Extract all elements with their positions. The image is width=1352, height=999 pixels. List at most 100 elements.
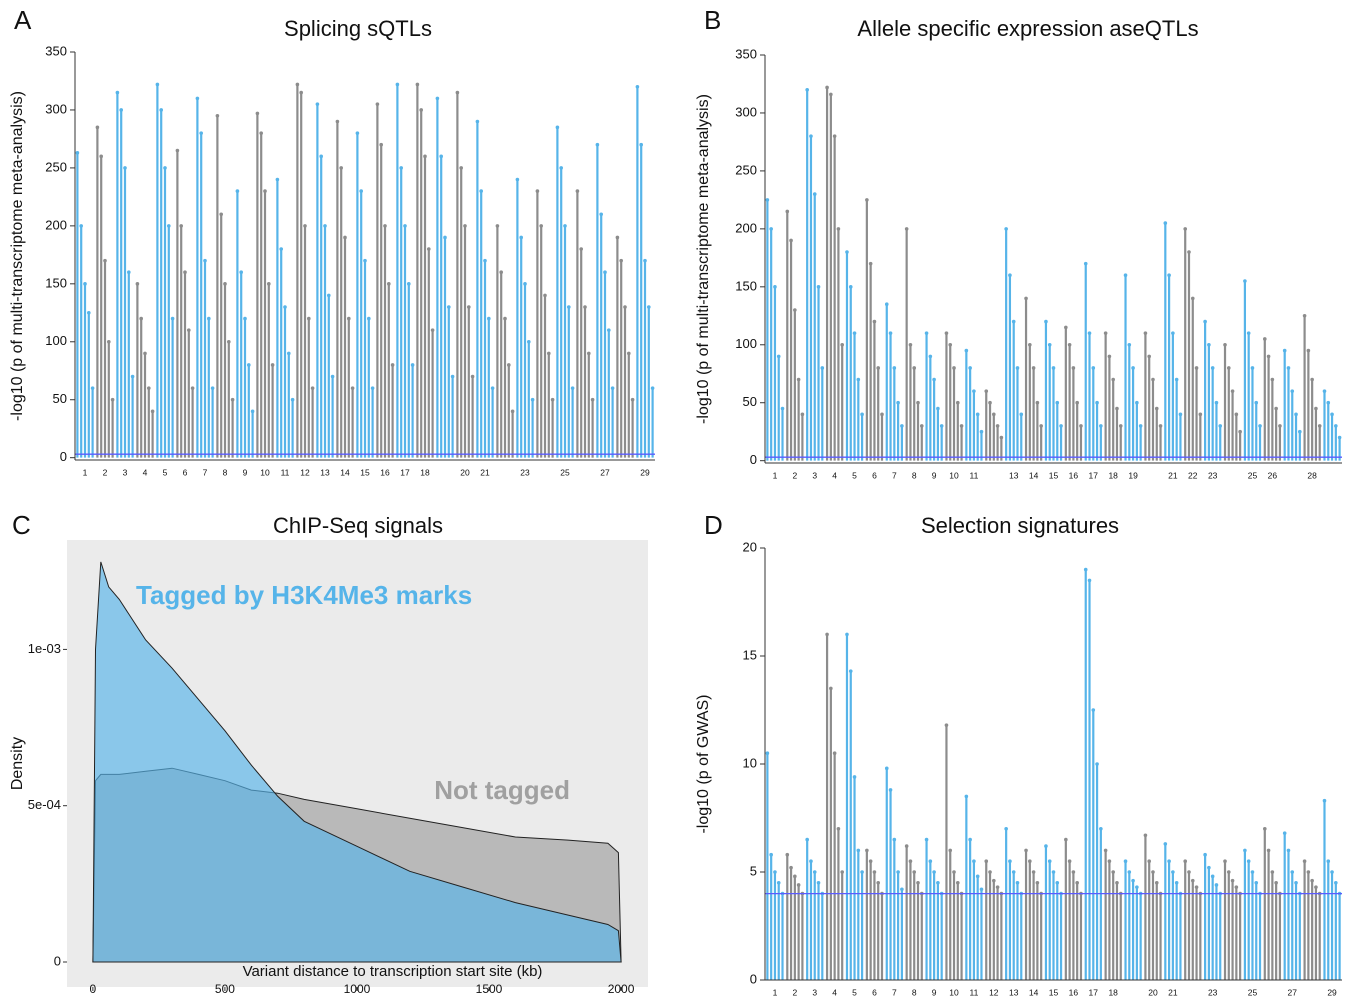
chromosome-label: 11 [969, 987, 978, 997]
snp-point [1015, 881, 1020, 885]
snp-column [1167, 859, 1171, 980]
chromosome-label: 17 [1089, 470, 1099, 480]
snp-column [1143, 331, 1148, 461]
snp-column [147, 386, 151, 458]
snp-point [912, 870, 917, 874]
snp-point [267, 282, 271, 286]
y-tick-label: 0 [750, 452, 757, 467]
snp-column [179, 224, 183, 458]
snp-point [595, 142, 600, 147]
snp-point [939, 424, 944, 428]
snp-column [1223, 342, 1227, 461]
snp-column [199, 131, 203, 458]
snp-point [1322, 798, 1327, 803]
snp-column [439, 154, 444, 458]
snp-point [150, 409, 155, 414]
snp-point [904, 844, 909, 848]
chromosome-label: 14 [1029, 470, 1039, 480]
snp-column [239, 270, 243, 458]
snp-point [459, 166, 464, 170]
snp-point [1127, 342, 1132, 347]
snp-column [627, 351, 631, 458]
snp-column [1207, 342, 1211, 461]
snp-point [968, 366, 972, 370]
snp-point [290, 397, 295, 402]
chromosome-label: 17 [400, 467, 410, 477]
y-tick-label: 350 [735, 46, 757, 61]
series-label: Tagged by H3K4Me3 marks [136, 580, 472, 610]
snp-point [387, 282, 391, 286]
snp-column [776, 881, 781, 980]
snp-column [1286, 366, 1291, 461]
snp-column [1091, 708, 1096, 980]
snp-column [419, 108, 424, 458]
snp-point [315, 102, 320, 106]
snp-column [1071, 366, 1076, 461]
snp-column [1210, 874, 1215, 980]
snp-point [407, 282, 411, 286]
snp-column [150, 409, 155, 458]
snp-point [447, 305, 451, 309]
snp-point [207, 316, 211, 321]
snp-column [1263, 337, 1267, 461]
snp-column [852, 331, 857, 461]
snp-point [884, 766, 889, 771]
snp-column [290, 397, 295, 458]
snp-point [825, 632, 829, 637]
y-tick-label: 100 [735, 336, 757, 351]
y-tick-label: 100 [45, 333, 67, 348]
chromosome-label: 16 [380, 467, 390, 477]
snp-point [430, 328, 435, 332]
snp-point [83, 282, 87, 286]
snp-column [559, 166, 563, 458]
snp-point [848, 669, 853, 673]
snp-point [1223, 342, 1227, 347]
snp-column [1317, 424, 1322, 461]
snp-point [1194, 885, 1199, 889]
snp-point [852, 331, 857, 335]
snp-column [944, 331, 949, 461]
snp-point [399, 166, 404, 170]
snp-point [535, 189, 540, 193]
snp-point [1226, 870, 1231, 874]
snp-point [359, 189, 364, 193]
snp-column [876, 366, 881, 461]
chromosome-label: 8 [912, 470, 917, 480]
snp-column [1290, 389, 1295, 461]
snp-column [610, 386, 615, 458]
snp-point [143, 351, 147, 356]
snp-column [1210, 366, 1215, 461]
snp-point [1087, 331, 1092, 335]
snp-column [575, 189, 580, 458]
snp-column [1238, 891, 1242, 980]
snp-point [1115, 406, 1119, 411]
snp-column [1079, 891, 1083, 980]
snp-point [1294, 412, 1298, 417]
snp-point [952, 870, 956, 874]
snp-point [623, 305, 627, 309]
snp-point [543, 293, 547, 298]
snp-column [908, 859, 913, 980]
snp-point [776, 354, 781, 359]
snp-column [1079, 424, 1083, 461]
snp-column [1024, 296, 1028, 461]
chromosome-label: 16 [1069, 470, 1079, 480]
snp-point [1290, 389, 1295, 393]
snp-point [270, 363, 275, 367]
snp-column [888, 331, 893, 461]
snp-column [959, 424, 964, 461]
snp-column [383, 224, 387, 458]
snp-column [123, 166, 127, 458]
snp-point [610, 386, 615, 390]
y-tick-label: 250 [735, 162, 757, 177]
snp-column [1317, 891, 1322, 980]
snp-point [1274, 406, 1278, 411]
snp-point [1044, 844, 1048, 848]
chromosome-label: 25 [1248, 470, 1258, 480]
snp-column [479, 189, 484, 458]
snp-point [1067, 859, 1072, 863]
snp-point [825, 85, 829, 90]
snp-point [239, 270, 243, 275]
snp-column [992, 412, 996, 461]
